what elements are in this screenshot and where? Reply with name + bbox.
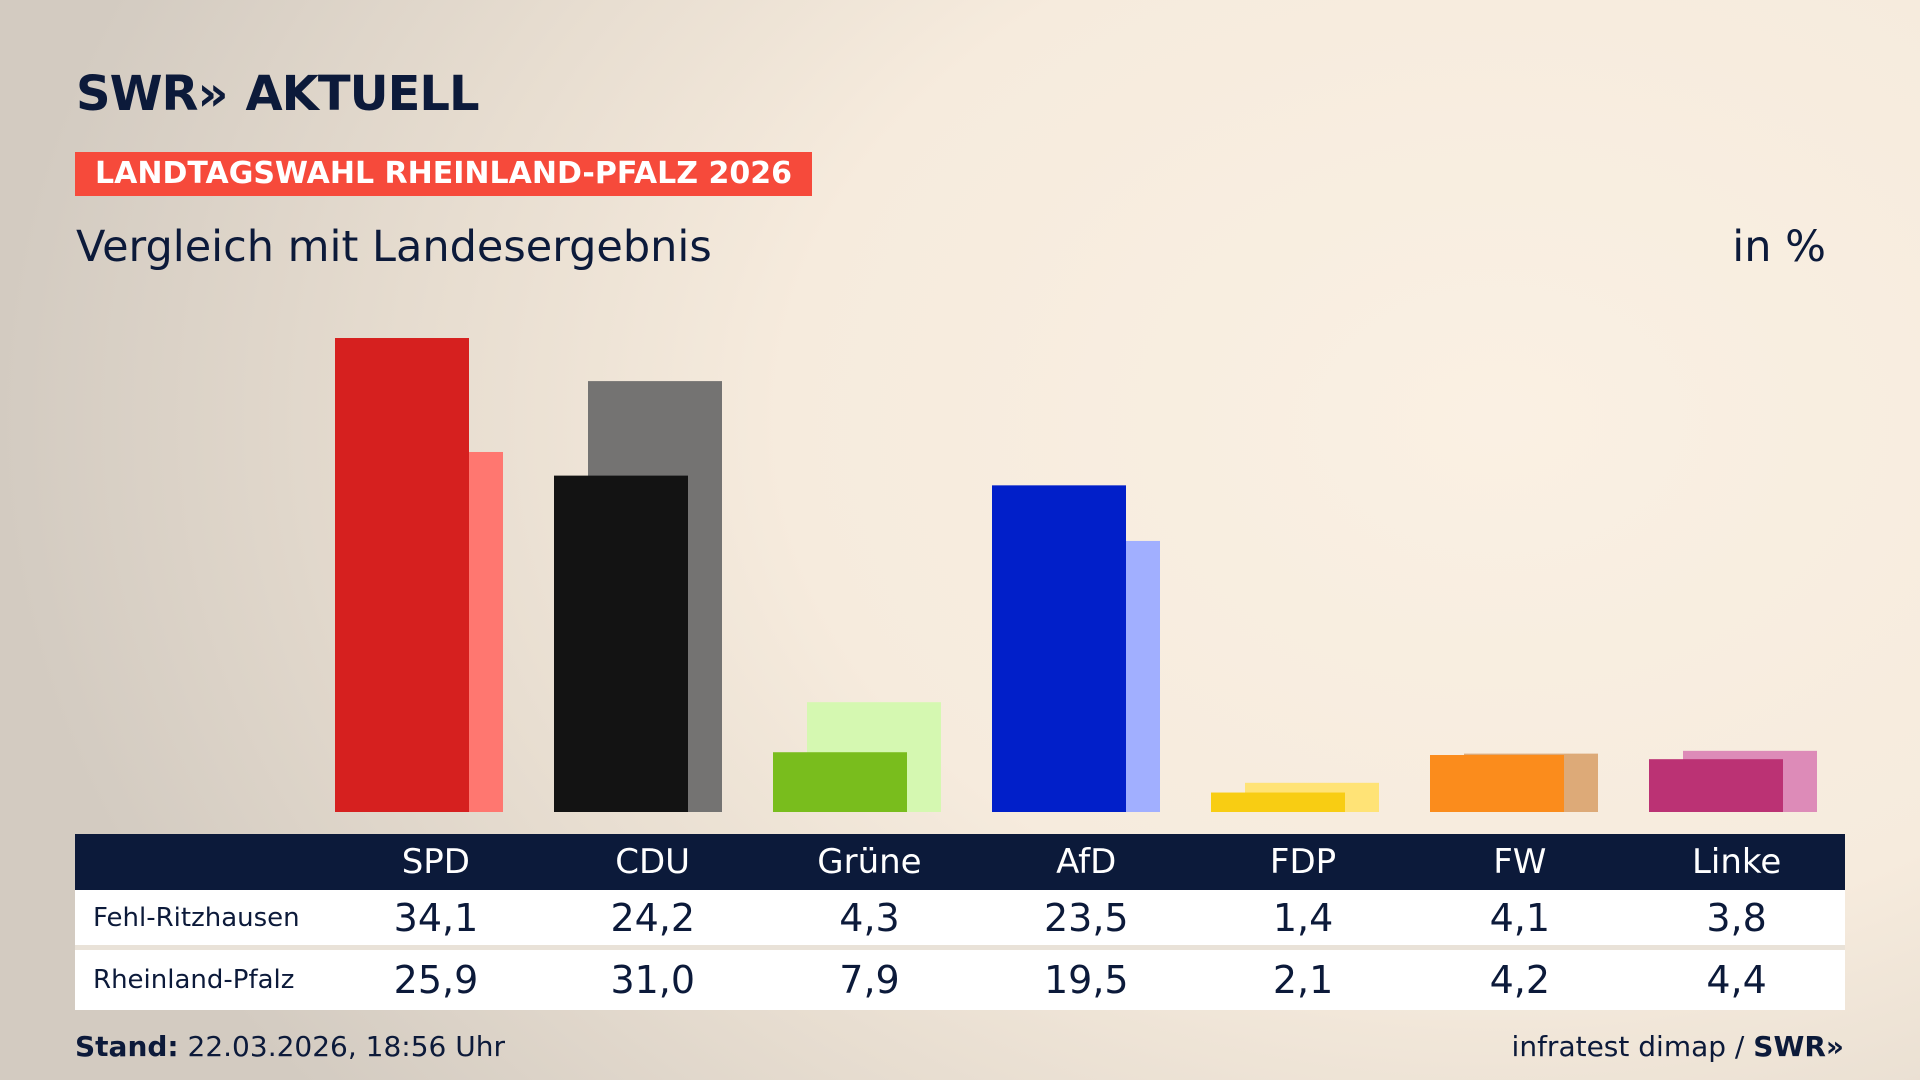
- bar-fdp-fehl-ritzhausen: [1211, 792, 1345, 812]
- source-name: infratest dimap /: [1511, 1030, 1745, 1063]
- header-afd: AfD: [1056, 842, 1117, 882]
- table-row: Fehl-Ritzhausen 34,1 24,2 4,3 23,5 1,4 4…: [75, 890, 1845, 950]
- table-cell: 4,4: [1706, 958, 1767, 1002]
- header-fw: FW: [1493, 842, 1547, 882]
- table-cell: 34,1: [393, 895, 479, 940]
- table-cell: 31,0: [610, 958, 696, 1002]
- header-spd: SPD: [401, 842, 470, 882]
- results-table: SPD CDU Grüne AfD FDP FW Linke Fehl-Ritz…: [75, 834, 1845, 1010]
- timestamp: Stand: 22.03.2026, 18:56 Uhr: [75, 1030, 505, 1063]
- table-cell: 24,2: [610, 895, 696, 940]
- logo-aktuell: AKTUELL: [245, 66, 480, 122]
- header-fdp: FDP: [1269, 842, 1337, 882]
- election-badge: LANDTAGSWAHL RHEINLAND-PFALZ 2026: [75, 152, 812, 196]
- bar-fw-fehl-ritzhausen: [1430, 755, 1564, 812]
- table-cell: 4,2: [1489, 958, 1551, 1002]
- stand-label: Stand:: [75, 1030, 179, 1063]
- table-cell: 25,9: [393, 958, 479, 1002]
- bar-spd-fehl-ritzhausen: [335, 338, 469, 812]
- table-cell: 3,8: [1706, 895, 1767, 940]
- table-cell: 7,9: [839, 958, 900, 1002]
- table-header: SPD CDU Grüne AfD FDP FW Linke: [75, 834, 1845, 890]
- table-cell: 1,4: [1272, 895, 1334, 940]
- header-linke: Linke: [1691, 842, 1782, 882]
- table-cell: 19,5: [1043, 958, 1129, 1002]
- header-cdu: CDU: [615, 842, 691, 882]
- table-cell: 2,1: [1272, 958, 1334, 1002]
- table-cell: 23,5: [1043, 895, 1129, 940]
- bar-gruene-fehl-ritzhausen: [773, 752, 907, 812]
- row-label: Fehl-Ritzhausen: [93, 902, 300, 933]
- unit-label: in %: [1732, 222, 1826, 272]
- table-cell: 4,3: [839, 895, 900, 940]
- logo-swr: SWR: [76, 66, 198, 122]
- bar-cdu-fehl-ritzhausen: [554, 475, 688, 812]
- swr-aktuell-logo: SWR» AKTUELL: [76, 66, 480, 122]
- chart-subtitle: Vergleich mit Landesergebnis: [76, 222, 712, 272]
- table-cell: 4,1: [1489, 895, 1551, 940]
- table-row: Rheinland-Pfalz 25,9 31,0 7,9 19,5 2,1 4…: [75, 950, 1845, 1010]
- stand-value: 22.03.2026, 18:56 Uhr: [187, 1030, 505, 1063]
- source-credit: infratest dimap / SWR»: [1512, 1030, 1844, 1063]
- bar-afd-fehl-ritzhausen: [992, 485, 1126, 812]
- source-brand: SWR»: [1753, 1030, 1844, 1063]
- header-gruene: Grüne: [817, 842, 922, 882]
- bar-linke-fehl-ritzhausen: [1649, 759, 1783, 812]
- row-label: Rheinland-Pfalz: [93, 965, 295, 995]
- logo-arrows: »: [197, 66, 228, 122]
